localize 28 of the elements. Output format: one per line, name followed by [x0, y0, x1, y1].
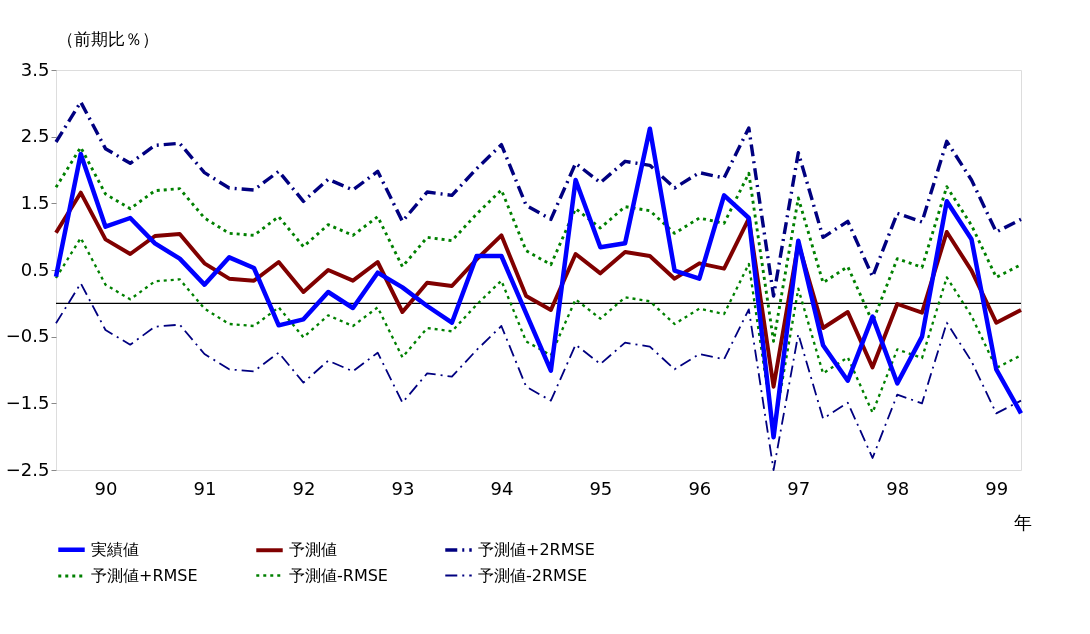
legend-label: 予測値: [289, 540, 337, 560]
line-series: [55, 282, 1022, 471]
x-tick-label: 92: [292, 477, 316, 499]
x-tick-label: 91: [193, 477, 217, 499]
legend-label: 予測値-2RMSE: [478, 565, 588, 585]
y-tick-label: −2.5: [5, 458, 50, 480]
y-tick-label: −0.5: [5, 325, 50, 347]
legend-label: 実績値: [91, 539, 139, 559]
y-tick-label: 1.5: [20, 191, 50, 213]
legend-label: 予測値+2RMSE: [478, 540, 595, 559]
legend-label: 予測値+RMSE: [91, 566, 198, 585]
x-tick-label: 90: [94, 477, 118, 499]
x-axis-title: 年: [1013, 511, 1032, 533]
line-series: [54, 100, 1023, 298]
x-tick-label: 94: [490, 477, 514, 499]
y-tick-label: −1.5: [5, 391, 50, 413]
line-series: [53, 126, 1024, 440]
y-axis-title: （前期比％）: [56, 28, 159, 49]
y-tick-label: 3.5: [20, 58, 50, 80]
x-tick-label: 93: [391, 477, 415, 499]
x-tick-label: 97: [787, 477, 811, 499]
x-tick-label: 95: [589, 477, 613, 499]
y-tick-label: 2.5: [20, 125, 50, 147]
x-tick-label: 98: [886, 477, 910, 499]
x-tick-label: 99: [985, 477, 1009, 499]
y-tick-label: 0.5: [20, 258, 50, 280]
legend-label: 予測値-RMSE: [289, 565, 388, 585]
x-tick-label: 96: [688, 477, 712, 499]
